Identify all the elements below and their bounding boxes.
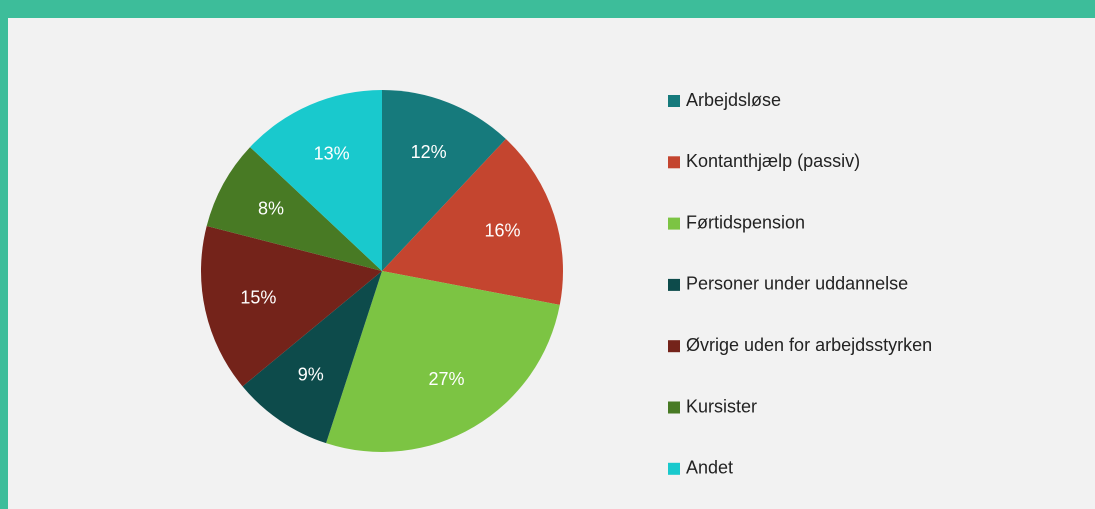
legend-swatch	[668, 217, 680, 230]
pie-slice	[382, 90, 506, 271]
legend-swatch	[668, 95, 680, 107]
legend-swatch	[668, 156, 680, 169]
legend-swatch	[668, 401, 680, 414]
legend-swatch	[668, 340, 680, 353]
slice-label: 8%	[258, 199, 284, 219]
legend-label: Andet	[686, 458, 733, 478]
slice-label: 9%	[298, 365, 324, 385]
slice-label: 27%	[428, 369, 464, 389]
legend-label: Øvrige uden for arbejdsstyrken	[686, 335, 932, 355]
legend-swatch	[668, 462, 680, 475]
pie-slice	[201, 225, 382, 387]
pie-slice	[242, 271, 382, 444]
pie-slice	[250, 90, 382, 271]
legend-label: Arbejdsløse	[686, 90, 781, 110]
legend-label: Kursister	[686, 396, 757, 416]
pie-slice	[382, 139, 563, 305]
slice-label: 16%	[484, 221, 520, 241]
slice-label: 15%	[240, 287, 276, 307]
legend-label: Førtidspension	[686, 212, 805, 232]
legend-swatch	[668, 278, 680, 291]
pie-slice	[206, 147, 382, 271]
slice-label: 13%	[314, 143, 350, 163]
pie-slice	[326, 271, 560, 452]
slice-label: 12%	[411, 142, 447, 162]
legend-label: Kontanthjælp (passiv)	[686, 151, 860, 171]
legend-label: Personer under uddannelse	[686, 274, 908, 294]
